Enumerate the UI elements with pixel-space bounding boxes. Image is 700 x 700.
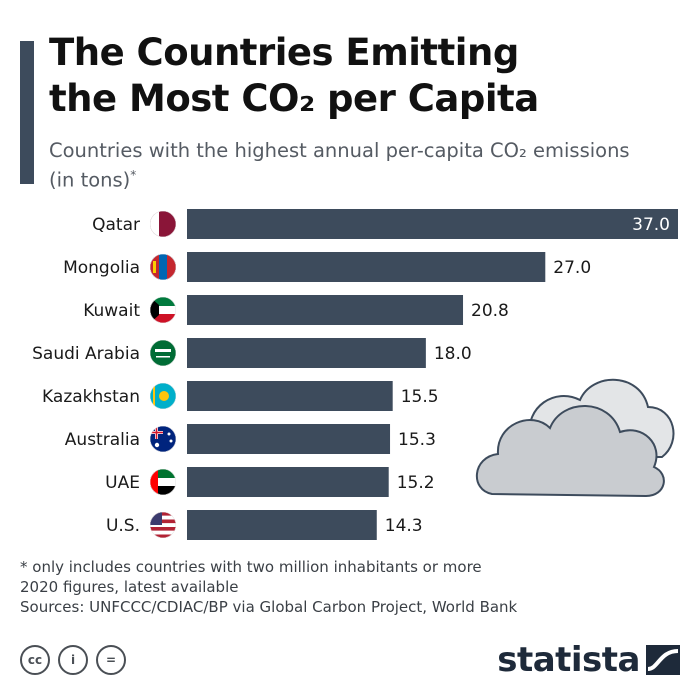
subtitle-line-2: (in tons) <box>49 168 131 192</box>
value-label-kazakhstan: 15.5 <box>401 387 439 407</box>
category-label-kazakhstan: Kazakhstan <box>42 387 140 407</box>
statista-logo-icon <box>646 645 680 675</box>
title-line-2: the Most CO₂ per Capita <box>49 77 539 120</box>
value-label-kuwait: 20.8 <box>471 301 509 321</box>
bar-mongolia <box>187 252 546 282</box>
value-label-uae: 15.2 <box>397 473 435 493</box>
bar-kazakhstan <box>187 381 393 411</box>
footnote-year: 2020 figures, latest available <box>20 578 239 596</box>
category-label-kuwait: Kuwait <box>83 301 140 321</box>
category-label-mongolia: Mongolia <box>63 258 140 278</box>
category-label-us: U.S. <box>106 516 140 536</box>
saudi-arabia-flag-icon <box>150 340 176 366</box>
license-icons: cc i = <box>20 645 126 675</box>
footnotes: * only includes countries with two milli… <box>20 557 680 617</box>
title-accent-bar <box>20 41 34 184</box>
cc-license-icon[interactable]: cc <box>20 645 50 675</box>
value-label-australia: 15.3 <box>398 430 436 450</box>
us-flag-icon <box>150 512 176 538</box>
category-label-uae: UAE <box>105 473 140 493</box>
category-label-australia: Australia <box>65 430 140 450</box>
uae-flag-icon <box>150 469 176 495</box>
subtitle-line-1: Countries with the highest annual per-ca… <box>49 139 630 162</box>
chart-subtitle: Countries with the highest annual per-ca… <box>49 138 689 193</box>
category-label-saudi-arabia: Saudi Arabia <box>32 344 140 364</box>
category-label-qatar: Qatar <box>92 215 140 235</box>
mongolia-flag-icon <box>150 254 176 280</box>
value-label-us: 14.3 <box>385 516 423 536</box>
bar-us <box>187 510 377 540</box>
footnote-sources: Sources: UNFCCC/CDIAC/BP via Global Carb… <box>20 598 518 616</box>
bar-saudi-arabia <box>187 338 426 368</box>
attribution-icon[interactable]: i <box>58 645 88 675</box>
qatar-flag-icon <box>150 211 176 237</box>
value-label-qatar: 37.0 <box>632 215 670 235</box>
brand-wordmark: statista <box>497 640 640 680</box>
title-line-1: The Countries Emitting <box>49 31 519 74</box>
australia-flag-icon <box>150 426 176 452</box>
page-title: The Countries Emitting the Most CO₂ per … <box>49 30 689 122</box>
subtitle-footnote-mark: * <box>130 168 137 182</box>
brand-logo[interactable]: statista <box>497 640 680 680</box>
footnote-threshold: * only includes countries with two milli… <box>20 558 482 576</box>
value-label-saudi-arabia: 18.0 <box>434 344 472 364</box>
bar-kuwait <box>187 295 464 325</box>
no-derivatives-icon[interactable]: = <box>96 645 126 675</box>
bar-uae <box>187 467 389 497</box>
bar-qatar <box>187 209 678 239</box>
bar-australia <box>187 424 391 454</box>
kuwait-flag-icon <box>150 297 176 323</box>
cloud-illustration <box>476 378 675 498</box>
kazakhstan-flag-icon <box>150 383 176 409</box>
value-label-mongolia: 27.0 <box>553 258 591 278</box>
